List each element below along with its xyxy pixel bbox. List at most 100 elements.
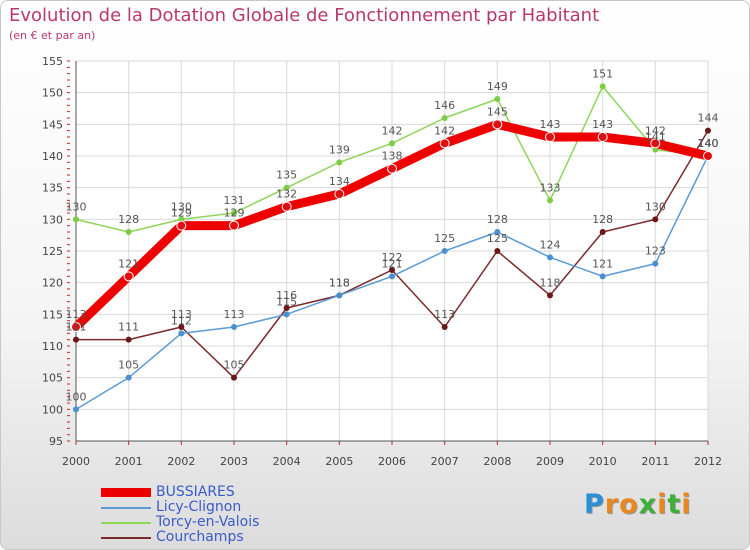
legend-label: Torcy-en-Valois [156, 514, 260, 530]
data-point [492, 119, 503, 130]
x-tick-label: 2006 [378, 455, 406, 468]
data-label: 111 [118, 321, 139, 334]
chart-title: Evolution de la Dotation Globale de Fonc… [9, 5, 600, 26]
data-point [178, 330, 185, 337]
data-label: 121 [118, 257, 139, 270]
data-label: 116 [276, 289, 297, 302]
data-point [231, 374, 237, 381]
data-point [599, 273, 606, 280]
data-point [229, 220, 239, 231]
data-label: 146 [434, 99, 455, 112]
data-label: 134 [329, 175, 350, 188]
proxiti-logo: Proxiti [584, 489, 692, 520]
data-point [283, 184, 290, 191]
x-tick-label: 2002 [167, 455, 195, 468]
data-point [389, 140, 395, 147]
data-label: 128 [118, 213, 139, 226]
data-label: 118 [540, 276, 561, 289]
y-tick-label: 145 [42, 118, 63, 131]
y-tick-label: 140 [42, 150, 63, 163]
data-label: 141 [645, 131, 666, 144]
x-tick-label: 2008 [483, 455, 511, 468]
data-point [652, 260, 659, 267]
x-tick-label: 2007 [431, 455, 459, 468]
data-point [597, 132, 608, 142]
data-label: 139 [329, 143, 350, 156]
data-label: 123 [645, 245, 666, 258]
data-label: 144 [698, 112, 719, 125]
data-label: 132 [276, 188, 297, 201]
data-point [336, 292, 343, 299]
data-point [125, 229, 132, 235]
data-label: 143 [592, 118, 613, 131]
data-label: 113 [171, 308, 192, 321]
data-point [125, 374, 132, 381]
data-point [389, 273, 395, 280]
data-point [547, 197, 553, 204]
data-point [389, 267, 395, 273]
y-tick-label: 125 [42, 245, 63, 258]
data-label: 135 [276, 169, 297, 182]
y-tick-label: 150 [42, 87, 63, 100]
data-point [283, 311, 290, 318]
x-tick-label: 2003 [220, 455, 248, 468]
data-point [441, 324, 448, 330]
y-tick-label: 100 [42, 403, 63, 416]
legend-swatch [101, 537, 151, 539]
x-tick-label: 2000 [62, 455, 90, 468]
data-point [336, 159, 343, 166]
legend-swatch [101, 507, 151, 509]
y-tick-label: 110 [42, 340, 63, 353]
x-tick-label: 2009 [536, 455, 564, 468]
data-label: 115 [276, 295, 297, 308]
data-point [334, 189, 345, 199]
data-point [599, 229, 606, 235]
data-label: 122 [382, 251, 403, 264]
x-tick-label: 2012 [694, 455, 722, 468]
data-label: 125 [487, 232, 508, 245]
data-label: 140 [698, 137, 719, 150]
x-tick-label: 2005 [325, 455, 353, 468]
data-point [547, 292, 553, 299]
data-label: 100 [66, 390, 87, 403]
data-point [547, 254, 553, 261]
data-label: 124 [540, 238, 561, 251]
data-point [652, 216, 659, 223]
data-point [599, 83, 606, 90]
data-label: 129 [171, 207, 192, 220]
data-label: 145 [487, 105, 508, 118]
logo-letter: P [584, 489, 605, 520]
data-label: 140 [698, 137, 719, 150]
y-tick-label: 135 [42, 182, 63, 195]
legend-label: Courchamps [156, 529, 244, 545]
data-label: 118 [329, 276, 350, 289]
data-point [178, 216, 185, 223]
data-label: 121 [382, 257, 403, 270]
y-tick-label: 155 [42, 55, 63, 68]
data-label: 128 [487, 213, 508, 226]
y-tick-label: 115 [42, 308, 63, 321]
data-label: 112 [171, 314, 192, 327]
data-label: 105 [224, 359, 245, 372]
data-label: 140 [698, 137, 719, 150]
logo-letter: i [681, 489, 692, 520]
legend-swatch [101, 522, 151, 524]
data-point [387, 163, 397, 174]
data-point [71, 322, 81, 332]
data-point [705, 127, 711, 134]
data-point [73, 406, 79, 413]
data-label: 130 [171, 200, 192, 213]
data-point [494, 248, 501, 254]
data-point [73, 216, 79, 223]
x-tick-label: 2004 [273, 455, 301, 468]
legend-label: BUSSIARES [156, 484, 235, 500]
data-label: 142 [382, 124, 403, 137]
data-point [231, 324, 237, 330]
data-label: 142 [434, 124, 455, 137]
data-label: 113 [224, 308, 245, 321]
data-label: 131 [224, 194, 245, 207]
data-point [703, 151, 713, 161]
chart-subtitle: (en € et par an) [9, 29, 96, 42]
